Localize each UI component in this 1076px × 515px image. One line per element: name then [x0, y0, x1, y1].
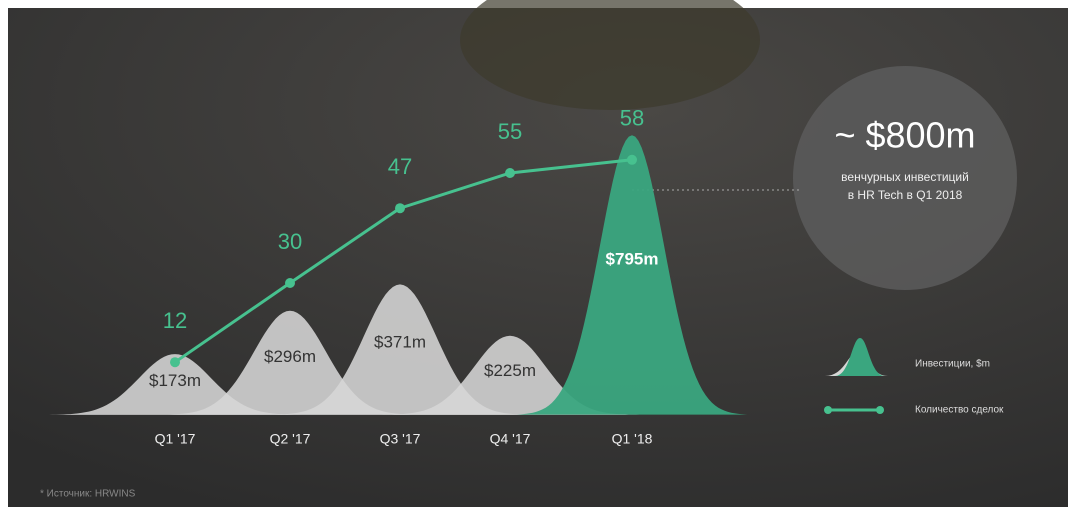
- tree-decoration: [460, 0, 760, 110]
- deal-label: 12: [163, 308, 187, 333]
- legend-icon-dot: [824, 406, 832, 414]
- bell-bar: [516, 135, 748, 415]
- source-note: * Источник: HRWINS: [40, 489, 136, 500]
- bell-bar: [380, 335, 640, 415]
- bell-bar: [45, 354, 305, 415]
- bell-bar: [160, 310, 420, 415]
- x-tick-label: Q1 '18: [612, 431, 653, 447]
- deal-label: 58: [620, 106, 644, 131]
- legend-label: Количество сделок: [915, 405, 1004, 416]
- deal-point: [627, 154, 637, 165]
- x-tick-label: Q4 '17: [490, 431, 531, 447]
- x-tick-label: Q1 '17: [155, 431, 196, 447]
- deal-label: 30: [278, 229, 302, 254]
- deal-point: [395, 203, 405, 214]
- x-tick-label: Q3 '17: [380, 431, 421, 447]
- value-label: $296m: [264, 347, 316, 366]
- deal-label: 47: [388, 154, 412, 179]
- legend-icon-dot: [876, 406, 884, 414]
- value-label: $795m: [606, 250, 659, 269]
- legend-icon-bell: [835, 338, 885, 376]
- callout-circle: [793, 66, 1017, 290]
- value-label: $225m: [484, 361, 536, 380]
- callout-title: ~ $800m: [834, 115, 975, 156]
- deal-point: [505, 168, 515, 178]
- legend-label: Инвестиции, $m: [915, 359, 990, 370]
- deal-point: [285, 278, 295, 288]
- bell-bar: [270, 284, 530, 415]
- value-label: $371m: [374, 333, 426, 352]
- callout-text: венчурных инвестиций: [841, 170, 969, 184]
- deal-point: [170, 357, 180, 368]
- deal-label: 55: [498, 119, 522, 144]
- x-tick-label: Q2 '17: [270, 431, 311, 447]
- callout-text: в HR Tech в Q1 2018: [848, 188, 963, 202]
- value-label: $173m: [149, 371, 201, 390]
